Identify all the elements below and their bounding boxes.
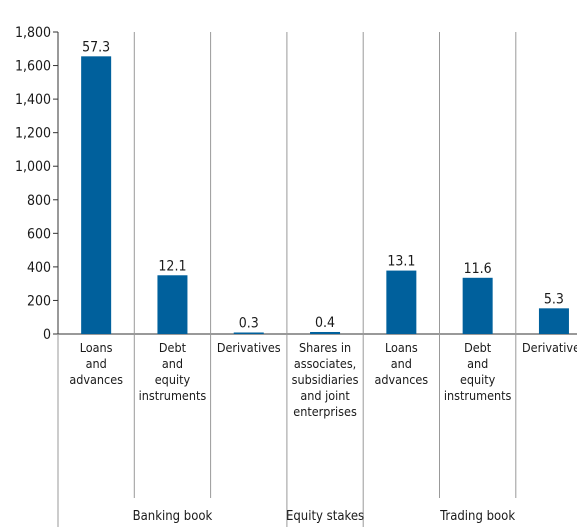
data-label: 57.3: [82, 39, 110, 55]
category-label: Derivatives: [522, 340, 577, 355]
data-label: 5.3: [544, 291, 564, 307]
category-label: Derivatives: [217, 340, 281, 355]
data-label: 11.6: [464, 261, 492, 277]
category-label: Shares in associates, subsidiaries and join…: [292, 340, 359, 419]
y-tick-label: 1,800: [15, 25, 51, 41]
y-tick-label: 1,000: [15, 159, 51, 175]
group-label: Equity stakes: [286, 509, 364, 524]
bar: [538, 308, 569, 334]
data-label: 0.3: [239, 315, 259, 331]
category-label: Loans and advances: [375, 340, 429, 387]
category-label: Debt and equity instruments: [139, 340, 207, 403]
y-tick-label: 600: [27, 226, 51, 242]
category-label: Debt and equity instruments: [444, 340, 512, 403]
bar: [81, 56, 112, 334]
bar: [310, 331, 341, 334]
bar: [157, 275, 188, 334]
group-label: Banking book: [133, 509, 213, 524]
y-tick-label: 0: [43, 327, 51, 343]
y-tick-label: 1,400: [15, 92, 51, 108]
bar: [462, 277, 493, 334]
data-label: 0.4: [315, 315, 335, 331]
y-tick-label: 400: [27, 260, 51, 276]
bar: [386, 270, 417, 334]
y-tick-label: 1,600: [15, 59, 51, 75]
data-label: 12.1: [158, 258, 186, 274]
bar: [233, 332, 264, 334]
y-tick-label: 200: [27, 293, 51, 309]
y-tick-label: 800: [27, 193, 51, 209]
y-tick-label: 1,200: [15, 126, 51, 142]
group-label: Trading book: [439, 509, 515, 524]
category-label: Loans and advances: [69, 340, 123, 387]
data-label: 13.1: [387, 254, 415, 270]
